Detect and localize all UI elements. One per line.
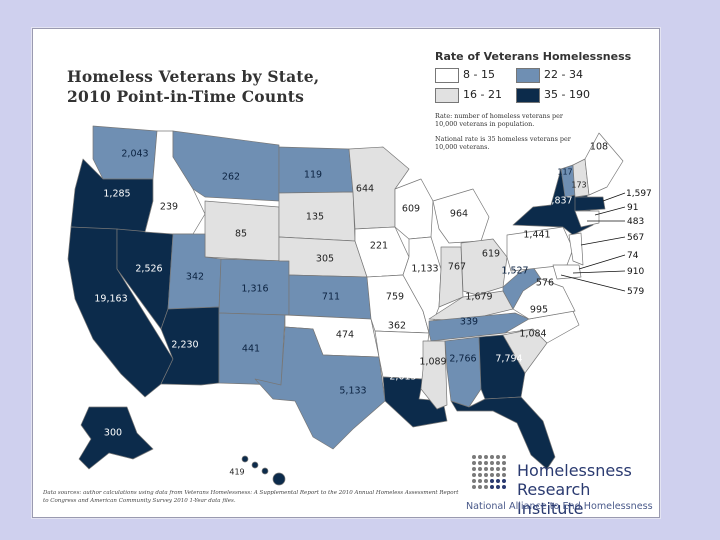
label-az: 2,230 [171, 340, 198, 351]
label-ia: 221 [370, 241, 388, 252]
label-hi: 419 [229, 468, 244, 477]
state-me [584, 132, 624, 196]
logo-line2: Research Institute [517, 480, 591, 518]
state-ct-ri [574, 210, 600, 228]
label-sd: 135 [306, 212, 324, 223]
legend-note-rate: Rate: number of homeless veterans per 10… [435, 112, 563, 128]
label-ky: 1,679 [465, 292, 492, 303]
state-hi [241, 455, 286, 486]
label-pa: 1,441 [523, 230, 550, 241]
callout-dc: 579 [627, 287, 644, 297]
state-nj [568, 232, 584, 266]
label-id: 239 [160, 202, 178, 213]
state-mt [172, 130, 280, 202]
state-oh [460, 238, 508, 296]
label-ne: 305 [316, 254, 334, 265]
label-tx: 5,133 [339, 386, 366, 397]
label-ny: 5,837 [545, 196, 572, 207]
label-nh: 173 [571, 181, 586, 190]
map-title-line2: 2010 Point-in-Time Counts [67, 87, 305, 106]
label-vt: 117 [557, 168, 572, 177]
label-or: 1,285 [103, 189, 130, 200]
label-ok: 474 [336, 330, 354, 341]
legend-swatch-2 [516, 68, 540, 83]
northeast-callouts: 1,597 91 483 567 74 910 579 [560, 189, 652, 297]
label-tn: 339 [460, 317, 478, 328]
label-ca: 19,163 [94, 294, 127, 305]
label-va: 576 [536, 278, 554, 289]
label-wi: 609 [402, 204, 420, 215]
callout-md: 910 [627, 267, 644, 277]
legend-label-4: 35 - 190 [544, 88, 590, 101]
label-al: 2,766 [449, 354, 476, 365]
legend-swatch-1 [435, 68, 459, 83]
label-ms: 1,089 [419, 357, 446, 368]
logo-line1: Homelessness [517, 461, 632, 480]
state-fl [450, 396, 556, 470]
label-wy: 85 [235, 229, 247, 240]
callout-ma: 1,597 [626, 189, 652, 199]
label-mt: 262 [222, 172, 240, 183]
label-ut: 342 [186, 272, 204, 283]
data-sources-note: Data sources: author calculations using … [43, 490, 459, 504]
state-ma [574, 196, 606, 212]
state-wv [502, 266, 542, 310]
label-nm: 441 [242, 344, 260, 355]
label-fl: 687 [522, 389, 540, 400]
state-al [444, 336, 482, 408]
legend-swatch-4 [516, 88, 540, 103]
legend-label-3: 16 - 21 [463, 88, 502, 101]
legend-note-national: National rate is 35 homeless veterans pe… [435, 135, 571, 151]
legend-swatch-3 [435, 88, 459, 103]
label-ak: 300 [104, 428, 122, 439]
label-nv: 2,526 [135, 264, 162, 275]
label-mn: 644 [356, 184, 374, 195]
state-ak [78, 406, 154, 470]
us-state-map: .st { stroke:#777; stroke-width:0.7; str… [67, 125, 652, 489]
label-il: 1,133 [411, 264, 438, 275]
label-ar: 362 [388, 321, 406, 332]
map-card: Homeless Veterans by State, 2010 Point-i… [32, 28, 660, 518]
state-in [438, 246, 464, 308]
label-wv: 1,527 [501, 266, 528, 277]
label-sc: 1,084 [519, 329, 546, 340]
state-md-de [552, 264, 582, 280]
label-mi: 964 [450, 209, 468, 220]
label-ks: 711 [322, 292, 340, 303]
label-in: 767 [448, 262, 466, 273]
label-co: 1,316 [241, 284, 268, 295]
legend-label-1: 8 - 15 [463, 68, 495, 81]
label-ga: 7,794 [495, 354, 522, 365]
state-ms [420, 340, 448, 410]
state-tx [254, 326, 386, 450]
label-wa: 2,043 [121, 149, 148, 160]
callout-nj: 567 [627, 233, 644, 243]
callout-ri: 91 [627, 203, 638, 213]
label-nc: 995 [530, 305, 548, 316]
label-oh: 619 [482, 249, 500, 260]
label-la: 2,015 [389, 372, 416, 383]
legend-title: Rate of Veterans Homelessness [435, 50, 632, 63]
callout-de: 74 [627, 251, 639, 261]
label-nd: 119 [304, 170, 322, 181]
logo-tagline: National Alliance to End Homelessness [466, 501, 653, 512]
label-me: 108 [590, 142, 608, 153]
legend-label-2: 22 - 34 [544, 68, 583, 81]
label-mo: 759 [386, 292, 404, 303]
map-title-line1: Homeless Veterans by State, [67, 67, 320, 86]
hri-logo-mark [472, 455, 506, 489]
callout-ct: 483 [627, 217, 644, 227]
